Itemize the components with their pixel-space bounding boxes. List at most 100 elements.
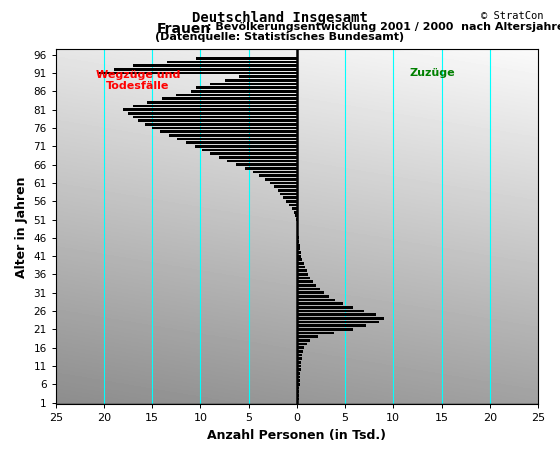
Bar — [297, 270, 306, 272]
Bar — [297, 368, 301, 371]
Bar — [297, 295, 329, 298]
Bar — [297, 372, 300, 375]
Bar — [297, 277, 310, 280]
Bar — [202, 149, 297, 151]
Bar — [297, 284, 316, 287]
Bar — [297, 273, 309, 276]
Bar — [297, 350, 303, 353]
Bar — [219, 156, 297, 159]
Bar — [283, 196, 297, 199]
Bar — [186, 141, 297, 144]
Bar — [297, 321, 379, 324]
Bar — [297, 262, 304, 265]
Bar — [297, 394, 299, 397]
Bar — [297, 387, 299, 389]
Bar — [160, 130, 297, 133]
Bar — [297, 324, 366, 327]
Bar — [297, 229, 298, 232]
Bar — [297, 354, 302, 356]
Bar — [128, 112, 297, 115]
Bar — [169, 134, 297, 137]
Bar — [297, 314, 376, 316]
Bar — [297, 401, 298, 404]
Bar — [278, 189, 297, 191]
Bar — [297, 299, 335, 302]
Bar — [253, 170, 297, 173]
Bar — [152, 127, 297, 129]
Bar — [297, 258, 302, 261]
Bar — [297, 244, 300, 246]
Bar — [195, 145, 297, 148]
Bar — [297, 361, 301, 364]
Bar — [162, 97, 297, 100]
Bar — [274, 185, 297, 188]
Text: Zuzüge: Zuzüge — [409, 68, 455, 78]
Bar — [286, 200, 297, 202]
Bar — [292, 207, 297, 210]
Bar — [191, 90, 297, 93]
Bar — [297, 255, 301, 257]
Bar — [114, 68, 297, 71]
Bar — [297, 303, 343, 305]
Bar — [297, 390, 299, 393]
Bar — [195, 57, 297, 60]
Bar — [297, 365, 301, 367]
Bar — [297, 332, 334, 335]
Text: © StratCon: © StratCon — [480, 11, 543, 21]
Bar — [281, 192, 297, 195]
Bar — [227, 159, 297, 162]
Bar — [236, 163, 297, 166]
Bar — [99, 72, 297, 74]
Bar — [297, 247, 300, 250]
Bar — [167, 61, 297, 64]
Bar — [133, 116, 297, 118]
Y-axis label: Alter in Jahren: Alter in Jahren — [15, 176, 28, 277]
Bar — [297, 236, 298, 239]
Bar — [297, 383, 300, 386]
Bar — [297, 281, 313, 283]
Bar — [178, 138, 297, 140]
Text: : Bevölkerungsentwicklung 2001 / 2000  nach Altersjahren (1-95): : Bevölkerungsentwicklung 2001 / 2000 na… — [207, 22, 560, 32]
Text: (Datenquelle: Statistisches Bundesamt): (Datenquelle: Statistisches Bundesamt) — [156, 32, 404, 42]
Bar — [195, 86, 297, 89]
Bar — [297, 339, 310, 342]
Bar — [295, 214, 297, 217]
Text: Wegzüge und
Todesfälle: Wegzüge und Todesfälle — [96, 69, 180, 91]
Bar — [133, 64, 297, 67]
Bar — [245, 167, 297, 170]
Bar — [297, 343, 306, 345]
Text: Frauen: Frauen — [157, 22, 211, 36]
Bar — [297, 266, 305, 269]
Bar — [210, 152, 297, 155]
Bar — [265, 178, 297, 181]
Bar — [297, 346, 304, 349]
Bar — [138, 119, 297, 122]
Bar — [297, 328, 353, 331]
Bar — [297, 292, 324, 294]
Bar — [239, 75, 297, 78]
Bar — [297, 251, 301, 254]
Bar — [297, 379, 300, 382]
Bar — [123, 108, 297, 111]
Text: Deutschland Insgesamt: Deutschland Insgesamt — [192, 11, 368, 26]
Bar — [297, 398, 298, 400]
Bar — [293, 211, 297, 213]
Bar — [270, 181, 297, 184]
Bar — [297, 376, 300, 378]
Bar — [297, 317, 384, 320]
Bar — [144, 123, 297, 126]
X-axis label: Anzahl Personen (in Tsd.): Anzahl Personen (in Tsd.) — [207, 429, 386, 442]
Bar — [297, 335, 318, 338]
Bar — [296, 218, 297, 221]
Bar — [297, 240, 299, 243]
Bar — [210, 83, 297, 85]
Bar — [297, 288, 320, 291]
Bar — [176, 94, 297, 96]
Bar — [297, 310, 365, 313]
Bar — [297, 233, 298, 235]
Bar — [297, 306, 353, 309]
Bar — [297, 357, 301, 360]
Bar — [225, 79, 297, 82]
Bar — [259, 174, 297, 177]
Bar — [289, 203, 297, 206]
